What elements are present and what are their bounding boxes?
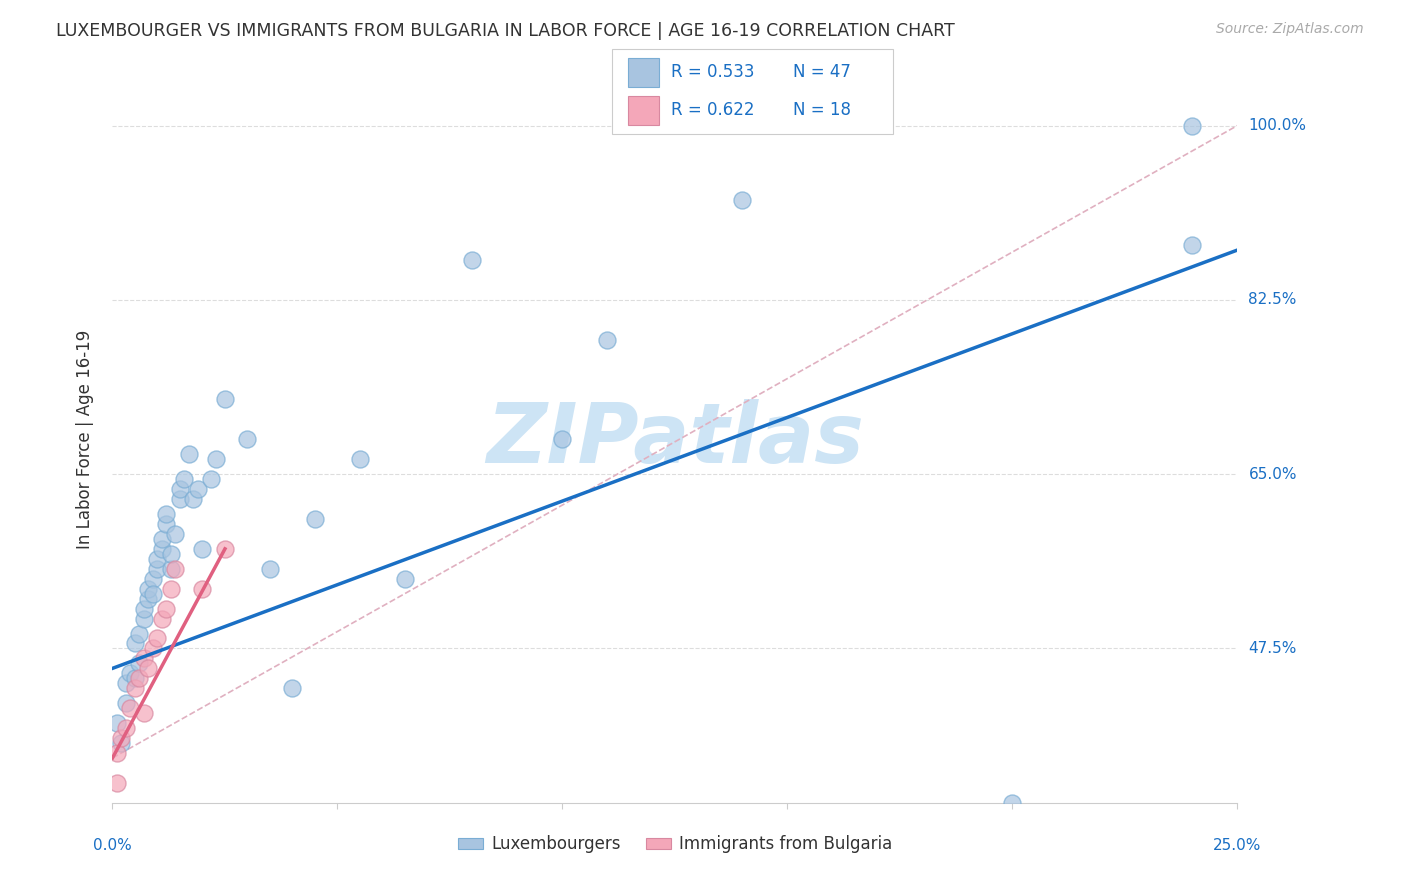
Text: 65.0%: 65.0%: [1249, 467, 1296, 482]
Point: [120, 666, 142, 681]
Point: [110, 736, 132, 750]
Point: [173, 472, 195, 486]
Point: [155, 601, 177, 615]
Point: [155, 507, 177, 521]
Point: [259, 562, 281, 576]
Point: [138, 591, 160, 606]
Point: [214, 541, 236, 556]
Text: ZIPatlas: ZIPatlas: [486, 399, 863, 480]
Point: [146, 562, 169, 576]
Point: [115, 676, 138, 690]
Point: [1181, 238, 1204, 252]
Point: [214, 392, 236, 407]
Point: [132, 706, 155, 721]
Point: [128, 626, 150, 640]
Point: [169, 491, 191, 506]
Point: [191, 541, 214, 556]
Point: [150, 532, 173, 546]
Point: [169, 482, 191, 496]
Point: [142, 572, 165, 586]
Point: [146, 632, 169, 646]
Point: [596, 333, 619, 347]
Text: 0.0%: 0.0%: [93, 838, 132, 853]
Point: [1001, 796, 1024, 810]
Text: 82.5%: 82.5%: [1249, 293, 1296, 308]
Point: [177, 447, 200, 461]
Point: [115, 721, 138, 735]
Point: [183, 491, 205, 506]
Point: [105, 716, 128, 731]
Point: [110, 731, 132, 745]
Point: [304, 512, 326, 526]
Text: R = 0.622: R = 0.622: [671, 102, 754, 120]
Point: [105, 776, 128, 790]
Text: 25.0%: 25.0%: [1213, 838, 1261, 853]
Text: Source: ZipAtlas.com: Source: ZipAtlas.com: [1216, 22, 1364, 37]
Text: LUXEMBOURGER VS IMMIGRANTS FROM BULGARIA IN LABOR FORCE | AGE 16-19 CORRELATION : LUXEMBOURGER VS IMMIGRANTS FROM BULGARIA…: [56, 22, 955, 40]
Point: [155, 516, 177, 531]
Point: [124, 636, 146, 650]
Point: [138, 661, 160, 675]
Point: [142, 587, 165, 601]
Point: [160, 562, 183, 576]
Point: [349, 452, 371, 467]
Point: [191, 582, 214, 596]
Legend: Luxembourgers, Immigrants from Bulgaria: Luxembourgers, Immigrants from Bulgaria: [451, 829, 898, 860]
Text: 47.5%: 47.5%: [1249, 641, 1296, 656]
Point: [128, 671, 150, 685]
Text: N = 47: N = 47: [793, 63, 851, 81]
Point: [120, 701, 142, 715]
Point: [146, 551, 169, 566]
Point: [124, 671, 146, 685]
Point: [165, 527, 187, 541]
Point: [142, 641, 165, 656]
Text: N = 18: N = 18: [793, 102, 851, 120]
Point: [128, 657, 150, 671]
Point: [132, 651, 155, 665]
Point: [281, 681, 304, 696]
Text: R = 0.533: R = 0.533: [671, 63, 754, 81]
Point: [165, 562, 187, 576]
Point: [115, 696, 138, 710]
Point: [551, 432, 574, 446]
Point: [132, 611, 155, 625]
Point: [124, 681, 146, 696]
Point: [236, 432, 259, 446]
Point: [187, 482, 209, 496]
Point: [105, 746, 128, 760]
Point: [200, 472, 222, 486]
Point: [205, 452, 228, 467]
Point: [150, 611, 173, 625]
Text: 100.0%: 100.0%: [1249, 118, 1306, 133]
Y-axis label: In Labor Force | Age 16-19: In Labor Force | Age 16-19: [76, 330, 94, 549]
Point: [160, 547, 183, 561]
Point: [132, 601, 155, 615]
Point: [160, 582, 183, 596]
Point: [394, 572, 416, 586]
Point: [150, 541, 173, 556]
Point: [461, 253, 484, 268]
Point: [1181, 119, 1204, 133]
Point: [731, 194, 754, 208]
Point: [138, 582, 160, 596]
